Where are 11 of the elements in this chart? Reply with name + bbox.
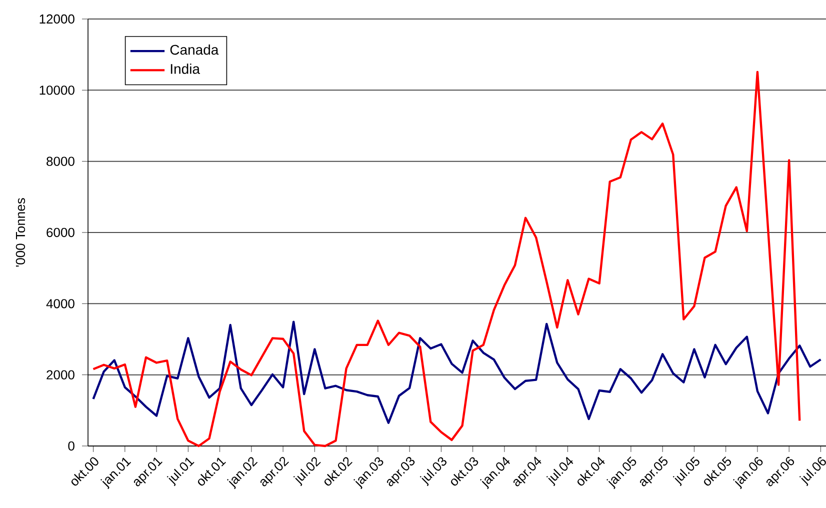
y-tick-label: 8000: [46, 156, 74, 166]
y-tick-label: 12000: [40, 14, 74, 24]
y-tick-label: 6000: [46, 228, 74, 238]
y-tick-label: 0: [68, 441, 74, 451]
y-tick-label: 10000: [40, 86, 74, 95]
y-tick-label: 2000: [46, 370, 74, 380]
legend-label: India: [170, 64, 200, 74]
line-series: [92, 320, 822, 424]
y-tick-label: 4000: [46, 299, 74, 308]
y-axis-title: '000 Tonnes: [16, 198, 26, 267]
legend-label: Canada: [170, 44, 219, 55]
